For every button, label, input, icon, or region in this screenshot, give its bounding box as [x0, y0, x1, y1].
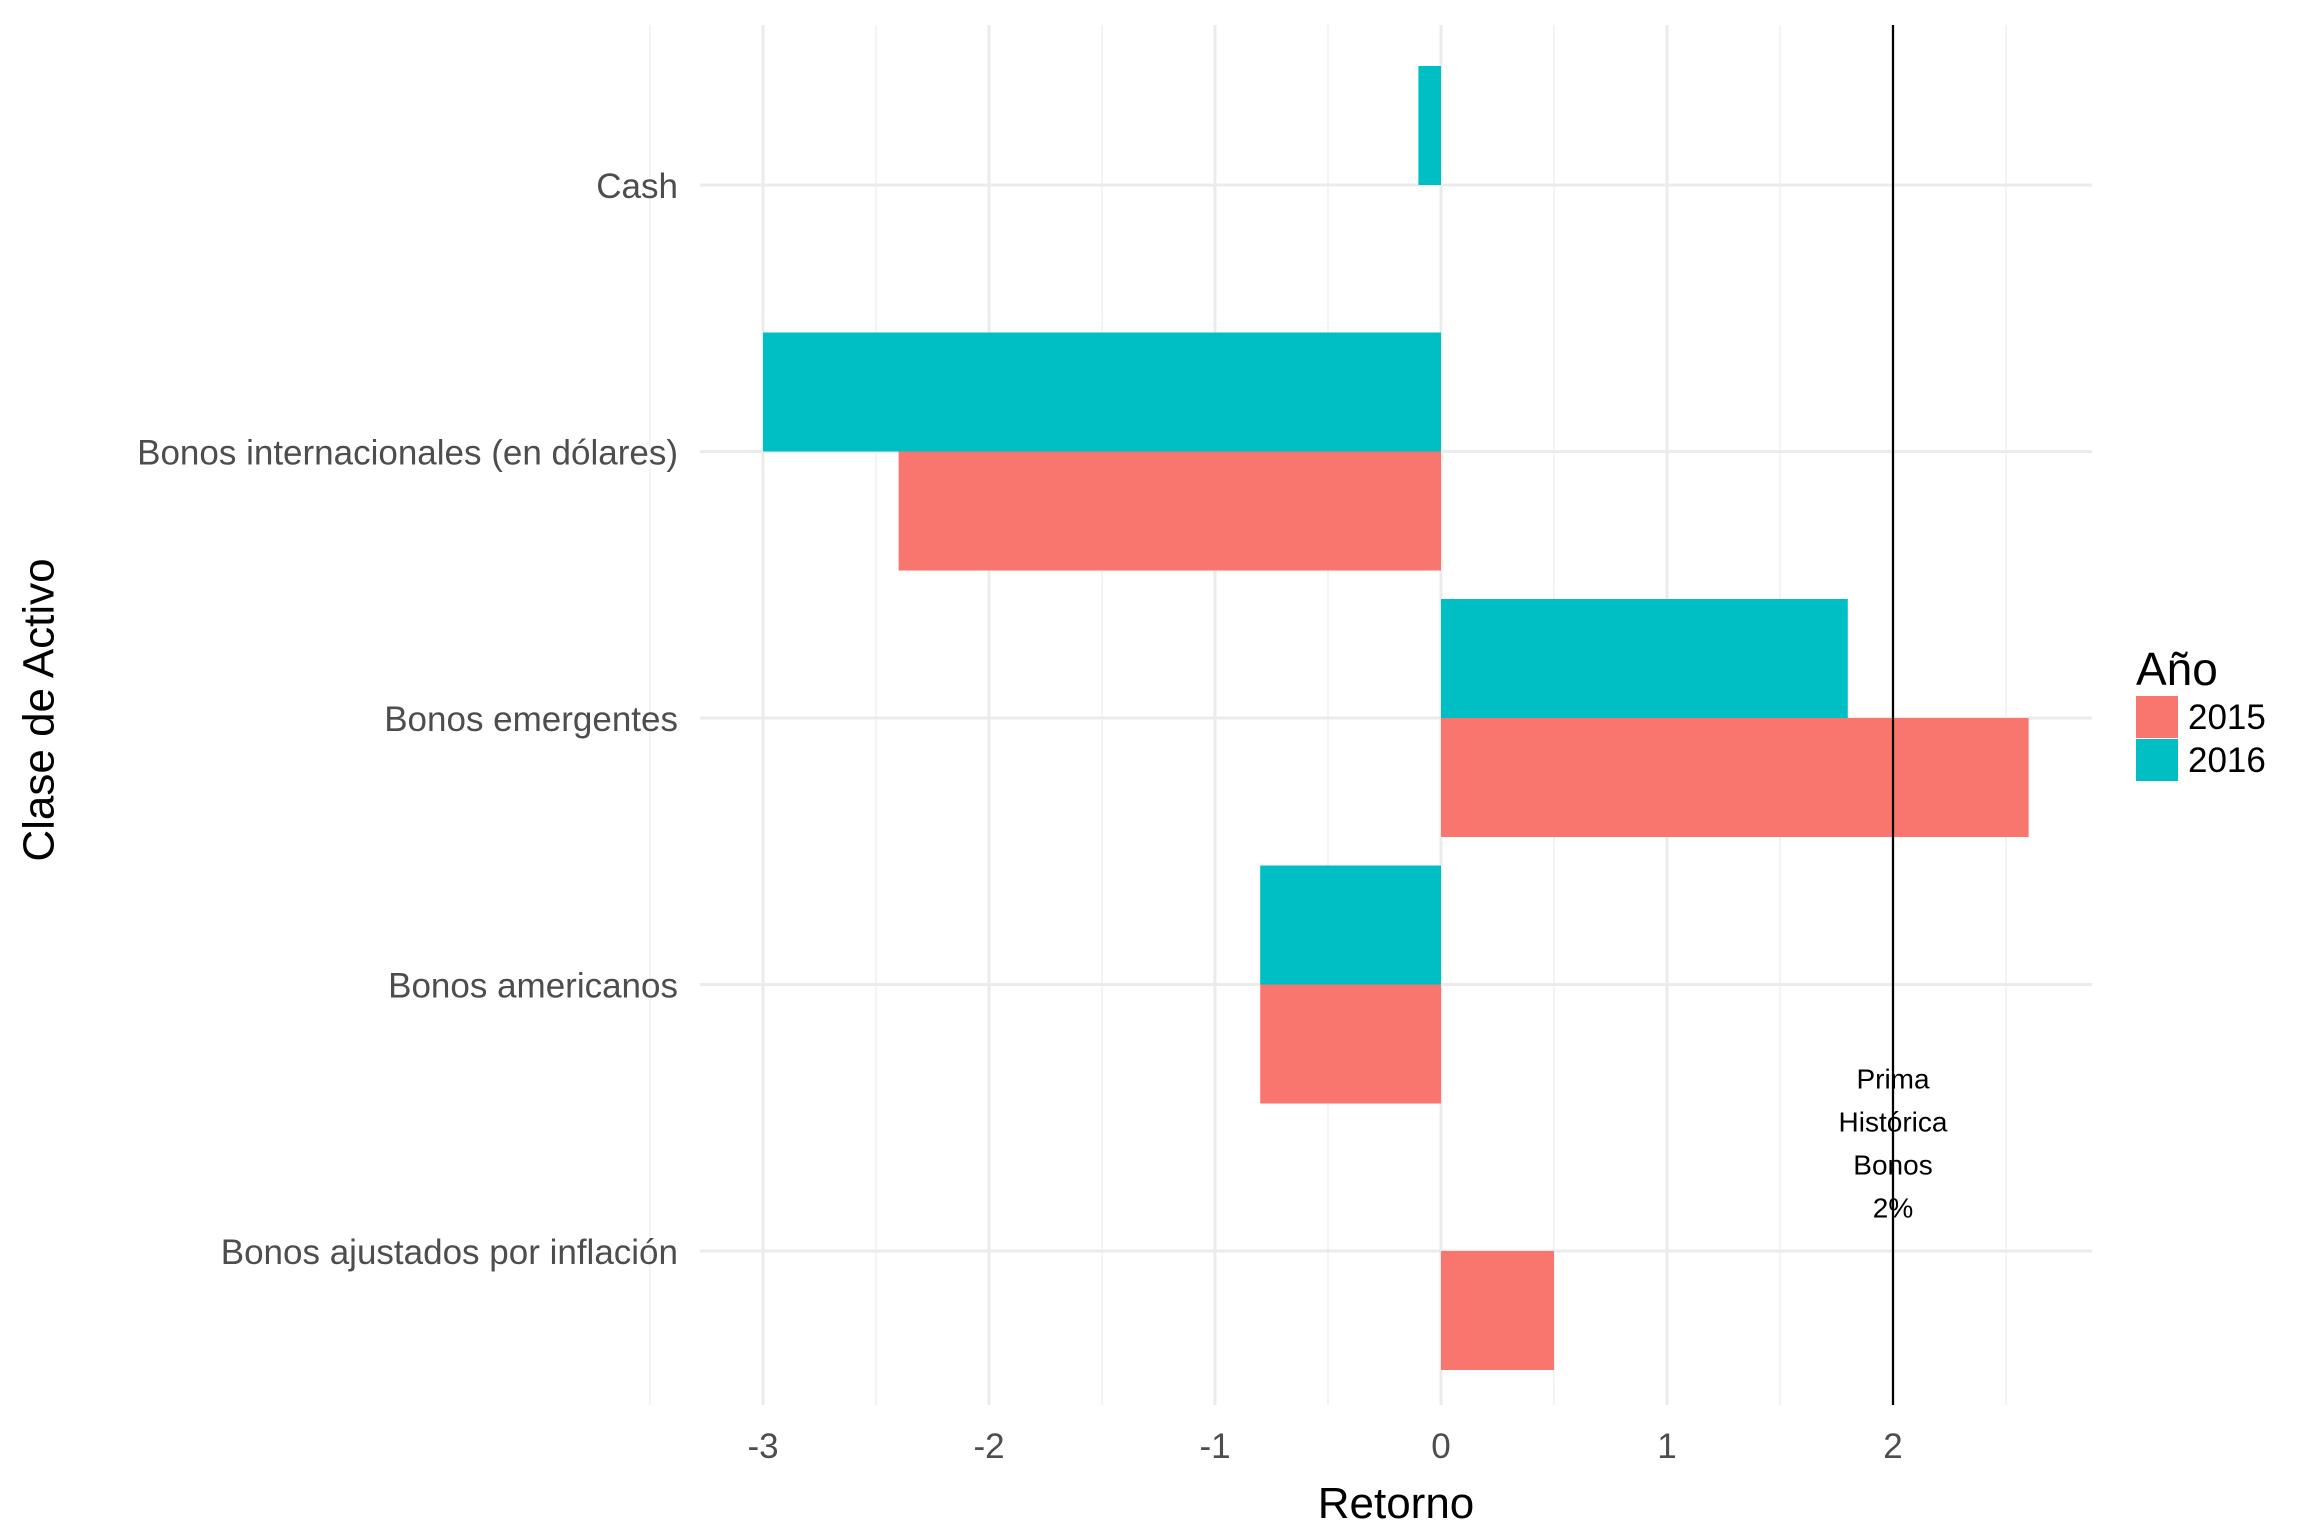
bar-2015-1 [898, 451, 1441, 571]
annotation-text: Prima Histórica Bonos 2% [1839, 1063, 1948, 1223]
x-tick-label: -3 [747, 1427, 778, 1466]
annotation-line: Bonos [1853, 1149, 1932, 1180]
bar-2015-2 [1441, 718, 2029, 837]
annotation-line: 2% [1873, 1192, 1913, 1223]
legend-title: Año [2136, 643, 2218, 695]
x-axis-title: Retorno [1318, 1479, 1475, 1528]
legend-label-2015: 2015 [2188, 698, 2266, 737]
bar-2015-3 [1260, 984, 1441, 1104]
legend-label-2016: 2016 [2188, 741, 2266, 780]
y-tick-label: Bonos emergentes [384, 700, 678, 739]
legend: Año 2015 2016 [2136, 643, 2266, 781]
y-tick-label: Bonos americanos [388, 967, 678, 1006]
x-tick-label: 0 [1431, 1427, 1450, 1466]
x-axis-tick-labels: -3 -2 -1 0 1 2 [747, 1427, 1902, 1466]
y-axis-tick-labels: Cash Bonos internacionales (en dólares) Bo… [137, 167, 678, 1272]
x-tick-label: 1 [1657, 1427, 1676, 1466]
x-tick-label: 2 [1883, 1427, 1902, 1466]
annotation-line: Histórica [1839, 1106, 1948, 1137]
y-tick-label: Cash [596, 167, 678, 206]
bar-2016-3 [1260, 865, 1441, 985]
bar-2016-0 [1418, 66, 1441, 185]
legend-swatch-2015 [2136, 696, 2178, 738]
bar-2015-4 [1441, 1251, 1554, 1370]
bar-2016-1 [763, 332, 1441, 452]
y-tick-label: Bonos ajustados por inflación [221, 1233, 678, 1272]
y-axis-title: Clase de Activo [15, 558, 64, 861]
x-tick-label: -1 [1199, 1427, 1230, 1466]
x-tick-label: -2 [973, 1427, 1004, 1466]
bar-2016-2 [1441, 599, 1848, 718]
y-tick-label: Bonos internacionales (en dólares) [137, 434, 678, 473]
bars [763, 66, 2029, 1370]
legend-swatch-2016 [2136, 739, 2178, 781]
annotation-line: Prima [1856, 1063, 1930, 1094]
